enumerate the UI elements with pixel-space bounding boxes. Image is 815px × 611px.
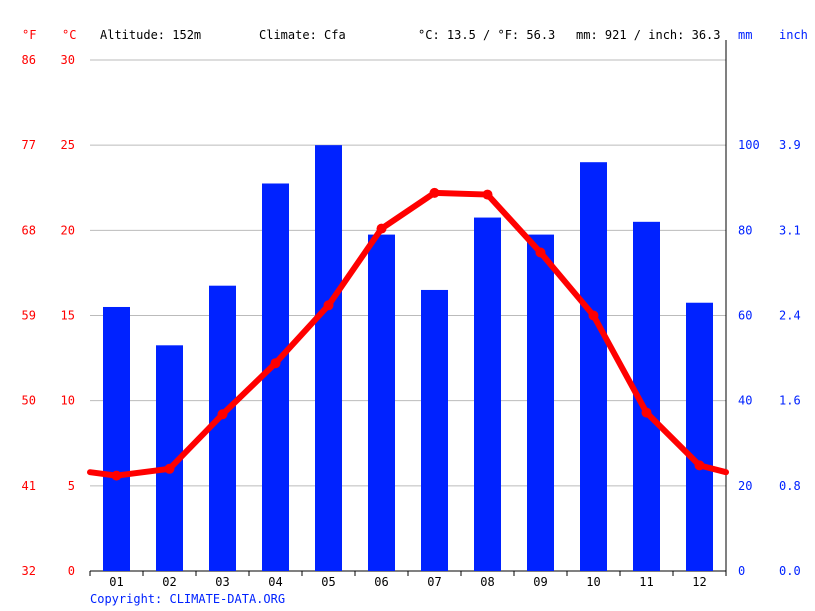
celsius-tick-label: 20 bbox=[61, 223, 75, 237]
month-tick-label: 07 bbox=[427, 575, 441, 589]
fahrenheit-unit-label: °F bbox=[22, 28, 37, 42]
celsius-tick-label: 0 bbox=[68, 564, 75, 578]
inch-tick-label: 2.4 bbox=[779, 309, 801, 323]
month-tick-label: 10 bbox=[586, 575, 600, 589]
month-tick-label: 09 bbox=[533, 575, 547, 589]
inch-tick-label: 3.9 bbox=[779, 138, 801, 152]
month-tick-label: 12 bbox=[692, 575, 706, 589]
copyright-link[interactable]: Copyright: CLIMATE-DATA.ORG bbox=[90, 592, 286, 606]
temperature-point bbox=[429, 187, 440, 198]
fahrenheit-tick-label: 59 bbox=[22, 309, 36, 323]
month-tick-label: 01 bbox=[109, 575, 123, 589]
precipitation-bar bbox=[262, 183, 289, 571]
average-temperature-label: °C: 13.5 / °F: 56.3 bbox=[418, 28, 556, 42]
month-tick-label: 11 bbox=[639, 575, 653, 589]
precipitation-bar bbox=[474, 217, 501, 571]
inch-tick-label: 0.0 bbox=[779, 564, 801, 578]
precipitation-bar bbox=[686, 302, 713, 571]
celsius-unit-label: °C bbox=[62, 28, 77, 42]
temperature-point bbox=[482, 189, 493, 200]
celsius-tick-label: 5 bbox=[68, 479, 75, 493]
temperature-point bbox=[376, 223, 387, 234]
altitude-label: Altitude: 152m bbox=[100, 28, 202, 42]
mm-tick-label: 60 bbox=[738, 309, 752, 323]
temperature-point bbox=[217, 409, 228, 420]
precipitation-bar bbox=[527, 234, 554, 571]
mm-tick-label: 40 bbox=[738, 394, 752, 408]
month-tick-label: 02 bbox=[162, 575, 176, 589]
precipitation-bar bbox=[421, 289, 448, 571]
fahrenheit-tick-label: 41 bbox=[22, 479, 36, 493]
mm-tick-label: 80 bbox=[738, 223, 752, 237]
precipitation-bar bbox=[103, 306, 130, 571]
celsius-tick-label: 30 bbox=[61, 53, 75, 67]
temperature-point bbox=[694, 460, 705, 471]
fahrenheit-tick-label: 86 bbox=[22, 53, 36, 67]
month-tick-label: 06 bbox=[374, 575, 388, 589]
temperature-point bbox=[641, 407, 652, 418]
fahrenheit-tick-label: 77 bbox=[22, 138, 36, 152]
fahrenheit-tick-label: 50 bbox=[22, 394, 36, 408]
mm-unit-label: mm bbox=[738, 28, 753, 42]
temperature-point bbox=[535, 247, 546, 258]
fahrenheit-tick-label: 32 bbox=[22, 564, 36, 578]
precipitation-bar bbox=[209, 285, 236, 571]
inch-tick-label: 3.1 bbox=[779, 223, 801, 237]
inch-tick-label: 1.6 bbox=[779, 394, 801, 408]
temperature-point bbox=[111, 470, 122, 481]
temperature-line bbox=[87, 189, 729, 479]
climate-label: Climate: Cfa bbox=[259, 28, 346, 42]
precipitation-bar bbox=[580, 162, 607, 571]
mm-tick-label: 20 bbox=[738, 479, 752, 493]
temperature-point bbox=[323, 300, 334, 311]
fahrenheit-tick-label: 68 bbox=[22, 223, 36, 237]
celsius-tick-label: 10 bbox=[61, 394, 75, 408]
celsius-tick-label: 15 bbox=[61, 309, 75, 323]
inch-unit-label: inch bbox=[779, 28, 808, 42]
mm-tick-label: 100 bbox=[738, 138, 760, 152]
temperature-point bbox=[588, 310, 599, 321]
inch-tick-label: 0.8 bbox=[779, 479, 801, 493]
temperature-point bbox=[164, 463, 175, 474]
celsius-tick-label: 25 bbox=[61, 138, 75, 152]
precipitation-bar bbox=[315, 145, 342, 571]
mm-tick-label: 0 bbox=[738, 564, 745, 578]
month-tick-label: 05 bbox=[321, 575, 335, 589]
precipitation-bar bbox=[368, 234, 395, 571]
month-tick-label: 03 bbox=[215, 575, 229, 589]
temperature-point bbox=[270, 358, 281, 369]
month-tick-label: 08 bbox=[480, 575, 494, 589]
total-precipitation-label: mm: 921 / inch: 36.3 bbox=[576, 28, 721, 42]
month-tick-label: 04 bbox=[268, 575, 282, 589]
